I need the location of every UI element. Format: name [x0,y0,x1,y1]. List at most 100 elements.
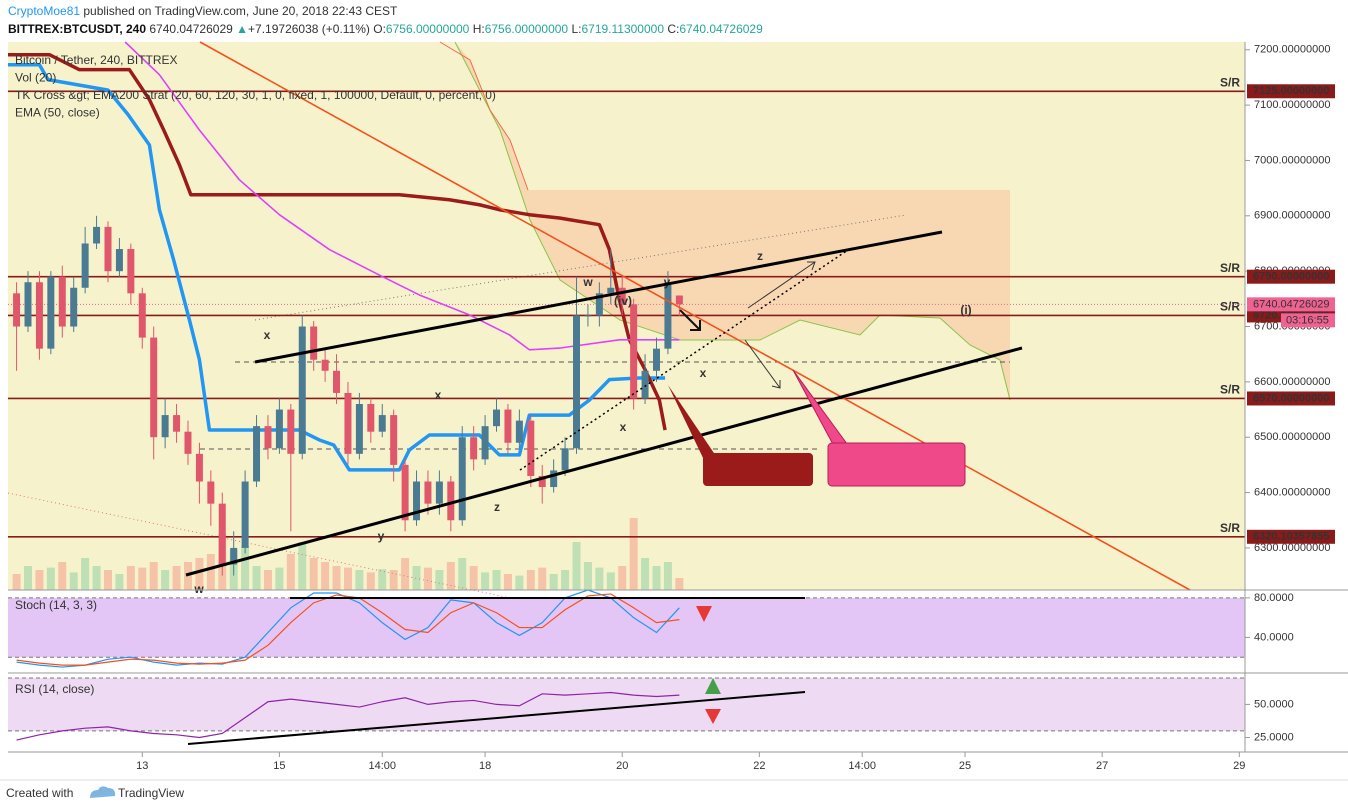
volume-bar [126,566,135,590]
sr-tag: S/R [1220,383,1240,397]
header-line: CryptoMoe81 published on TradingView.com… [8,4,398,18]
change: +7.19726038 (+0.11%) [248,22,370,36]
oscillator-line [16,691,680,741]
candle-body [47,276,55,349]
candle-body [35,282,43,349]
candle-body [641,370,649,399]
volume-bar [446,562,455,590]
candle-body [58,276,66,327]
author: CryptoMoe81 [8,4,80,18]
y-tick-label: 7200.00000000 [1254,44,1330,56]
candle-body [13,293,21,327]
candle-body [70,287,78,327]
volume-bar [298,542,307,590]
x-tick-label: 22 [753,760,765,772]
volume-bar [378,569,387,590]
volume-bar [641,558,650,590]
level-label-box [1247,391,1335,406]
candle-body [652,348,660,371]
arrow [744,339,781,389]
wave-label: z [757,249,763,263]
volume-bar [58,562,67,590]
candle-body [550,470,558,488]
candle-body [675,295,683,305]
volume-layer [12,518,684,590]
volume-bar [515,575,524,590]
candle-body [344,392,352,454]
sr-tag: S/R [1220,521,1240,535]
candle-body [538,475,546,488]
level-label-box [1247,84,1335,99]
volume-bar [561,570,570,590]
wave-label: x [435,388,442,402]
indicator-line [124,41,680,351]
open: 6756.00000000 [386,22,470,36]
volume-bar [618,566,627,590]
countdown-box [1281,313,1335,328]
wave-label: w [193,582,204,596]
down-signal [705,709,721,724]
candle-body [93,226,101,244]
legend-entry: EMA (50, close) [15,106,100,120]
volume-bar [321,562,330,590]
candle-body [184,431,192,454]
y-tick-label: 7000.00000000 [1254,154,1330,166]
volume-bar [572,542,581,590]
dotted-line [519,249,849,471]
candle-body [481,426,489,460]
volume-bar [606,572,615,590]
oscillator-layer [8,589,1245,741]
cloud-edge [454,41,1011,401]
indicator-line [8,52,667,431]
symbol: BITTREX:BTCUSDT, 240 [8,22,146,36]
wave-label: z [494,500,500,514]
candle-body [390,415,398,465]
panel-title: Stoch (14, 3, 3) [15,598,97,612]
arrow [679,309,701,331]
footer-brand[interactable]: TradingView [118,786,184,800]
trendline [199,41,1191,591]
arrow [747,261,816,309]
arrow-head [771,380,781,389]
panel-title: RSI (14, close) [15,682,94,696]
volume-bar [389,570,398,590]
volume-bar [115,574,124,590]
x-tick-label: 14:00 [368,760,396,772]
volume-bar [595,567,604,590]
volume-bar [195,558,204,590]
y-tick-label: 6500.00000000 [1254,431,1330,443]
footer-created: Created with [6,786,73,800]
candle-body [321,359,329,371]
candle-body [24,282,32,327]
arrow-head [807,261,816,271]
candle-body [401,464,409,521]
volume-bar [549,574,558,590]
candle-body [435,481,443,504]
volume-bar [23,566,32,590]
volume-bar [538,567,547,590]
channel-bottom [185,346,1023,577]
candle-body [584,315,592,317]
sr-tag: S/R [1220,261,1240,275]
volume-bar [675,578,684,590]
level-label: 7125.00000000 [1253,85,1329,97]
volume-bar [355,570,364,590]
volume-bar [172,566,181,590]
y-tick-label: 6300.00000000 [1254,542,1330,554]
candle-body [607,287,615,294]
volume-bar [629,518,638,590]
candle-body [115,249,123,272]
volume-bar [309,558,318,590]
candle-body [253,426,261,482]
channel-top [254,230,943,364]
logo [90,786,116,798]
candle-body [630,304,638,399]
legend-entry: TK Cross &gt; EMA200 Strat (20, 60, 120,… [15,88,496,102]
candle-body [333,370,341,393]
down-signal [696,606,712,622]
y-tick-label: 7100.00000000 [1254,99,1330,111]
candle-body [138,293,146,338]
volume-bar [458,558,467,590]
